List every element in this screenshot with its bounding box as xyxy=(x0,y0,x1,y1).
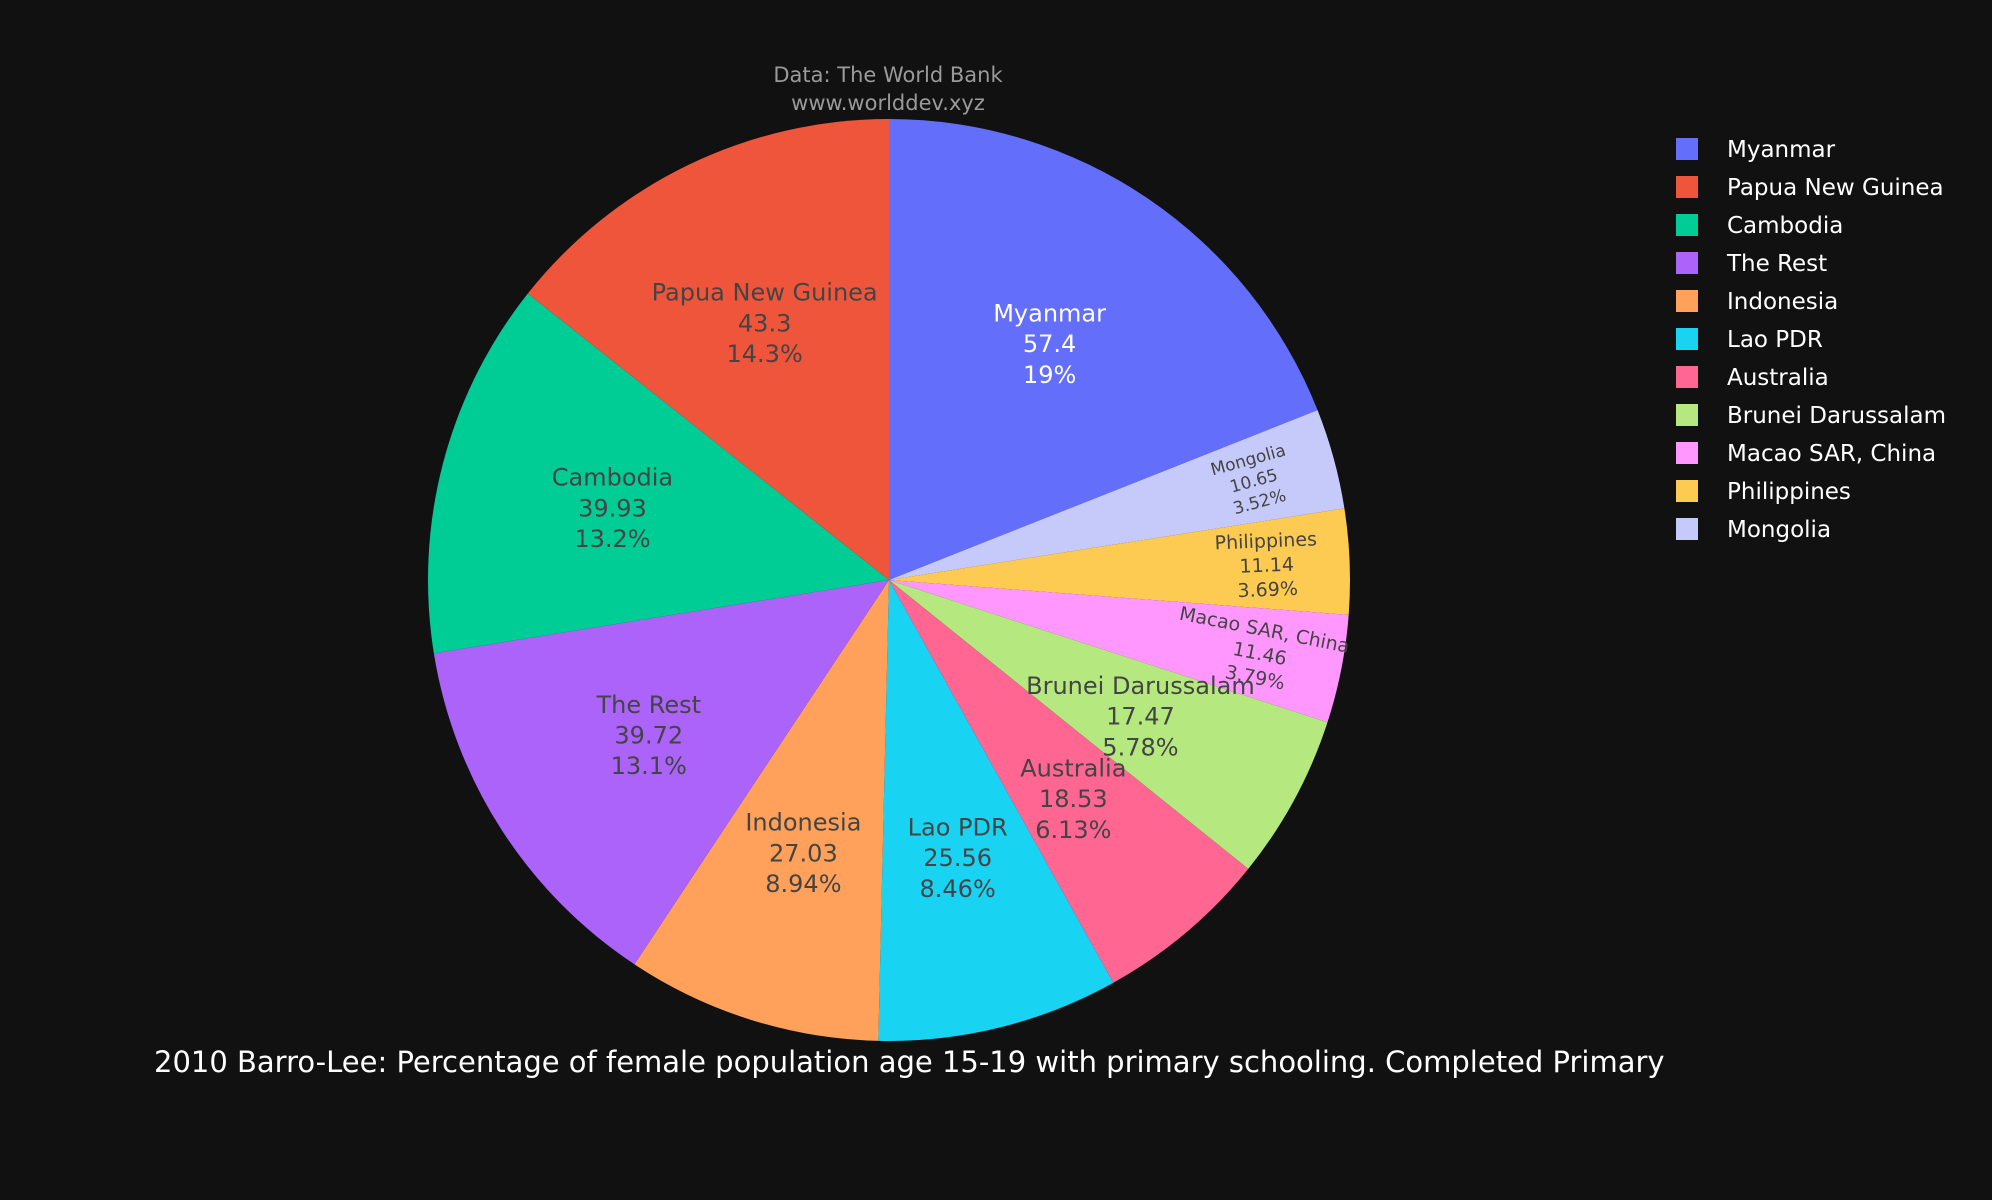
slice-label-papua-new-guinea: Papua New Guinea 43.3 14.3% xyxy=(652,279,878,368)
slice-label-value: 17.47 xyxy=(1106,703,1175,731)
legend-label: Macao SAR, China xyxy=(1727,441,1936,467)
legend-label: Cambodia xyxy=(1727,213,1843,239)
legend-swatch xyxy=(1676,366,1698,388)
slice-label-percent: 5.78% xyxy=(1102,733,1178,761)
pie-slice-australia[interactable] xyxy=(889,580,1249,983)
pie-slice-brunei-darussalam[interactable] xyxy=(889,580,1328,869)
legend-label: Mongolia xyxy=(1727,517,1831,543)
source-line-2: www.worlddev.xyz xyxy=(791,91,985,115)
slice-label-lao-pdr: Lao PDR 25.56 8.46% xyxy=(908,813,1008,902)
legend-label: Australia xyxy=(1727,365,1829,391)
slice-label-australia: Australia 18.53 6.13% xyxy=(1020,754,1126,843)
slice-label-value: 39.93 xyxy=(578,494,647,522)
legend-item-macao-sar-china[interactable]: Macao SAR, China xyxy=(1676,441,1936,467)
slice-label-value: 43.3 xyxy=(738,309,791,337)
legend-item-papua-new-guinea[interactable]: Papua New Guinea xyxy=(1676,175,1944,201)
slice-label-cambodia: Cambodia 39.93 13.2% xyxy=(552,464,673,553)
slice-label-value: 57.4 xyxy=(1023,330,1076,358)
legend-item-australia[interactable]: Australia xyxy=(1676,365,1829,391)
slice-label-value: 27.03 xyxy=(769,839,838,867)
slice-label-label: Cambodia xyxy=(552,464,673,492)
legend-swatch xyxy=(1676,404,1698,426)
legend-label: Indonesia xyxy=(1727,289,1838,315)
slice-label-percent: 14.3% xyxy=(727,340,803,368)
pie-slice-cambodia[interactable] xyxy=(428,293,889,654)
legend-item-indonesia[interactable]: Indonesia xyxy=(1676,289,1838,315)
pie-slice-macao-sar-china[interactable] xyxy=(889,580,1349,723)
slice-label-percent: 6.13% xyxy=(1035,816,1111,844)
slice-label-label: Philippines xyxy=(1214,528,1317,554)
slice-label-percent: 19% xyxy=(1023,361,1076,389)
pie-slice-mongolia[interactable] xyxy=(889,410,1345,580)
pie-slices xyxy=(428,119,1351,1042)
pie-slice-myanmar[interactable] xyxy=(889,119,1318,580)
legend-item-philippines[interactable]: Philippines xyxy=(1676,479,1851,505)
legend-item-brunei-darussalam[interactable]: Brunei Darussalam xyxy=(1676,403,1946,429)
legend-item-the-rest[interactable]: The Rest xyxy=(1676,251,1827,277)
legend-swatch xyxy=(1676,252,1698,274)
slice-label-percent: 13.1% xyxy=(611,752,687,780)
slice-label-value: 25.56 xyxy=(923,844,992,872)
slice-label-percent: 3.69% xyxy=(1237,578,1298,602)
legend-item-myanmar[interactable]: Myanmar xyxy=(1676,137,1836,163)
slice-label-brunei-darussalam: Brunei Darussalam 17.47 5.78% xyxy=(1026,672,1255,761)
legend-label: Myanmar xyxy=(1727,137,1836,163)
pie-slice-philippines[interactable] xyxy=(889,508,1351,615)
legend-swatch xyxy=(1676,442,1698,464)
slice-label-label: Australia xyxy=(1020,754,1126,782)
legend-label: Philippines xyxy=(1727,479,1851,505)
slice-label-label: Brunei Darussalam xyxy=(1026,672,1255,700)
slice-label-value: 39.72 xyxy=(614,722,683,750)
pie-slice-lao-pdr[interactable] xyxy=(878,580,1114,1042)
pie-slice-papua-new-guinea[interactable] xyxy=(527,119,889,580)
legend-swatch xyxy=(1676,214,1698,236)
source-line-1: Data: The World Bank xyxy=(773,63,1003,87)
legend-swatch xyxy=(1676,290,1698,312)
slice-label-indonesia: Indonesia 27.03 8.94% xyxy=(745,809,861,898)
slice-label-percent: 13.2% xyxy=(574,525,650,553)
slice-label-value: 18.53 xyxy=(1039,785,1108,813)
legend-label: Papua New Guinea xyxy=(1727,175,1944,201)
pie-slice-labels: Myanmar 57.4 19%Mongolia10.653.52%Philippi… xyxy=(552,279,1352,903)
legend-swatch xyxy=(1676,480,1698,502)
legend-item-lao-pdr[interactable]: Lao PDR xyxy=(1676,327,1823,353)
slice-label-value: 11.14 xyxy=(1239,554,1294,578)
slice-label-percent: 8.46% xyxy=(920,875,996,903)
legend-label: Brunei Darussalam xyxy=(1727,403,1946,429)
legend-label: The Rest xyxy=(1726,251,1827,277)
legend: Myanmar Papua New Guinea Cambodia The Rest I… xyxy=(1676,137,1946,543)
slice-label-label: The Rest xyxy=(596,691,702,719)
legend-item-cambodia[interactable]: Cambodia xyxy=(1676,213,1843,239)
slice-label-label: Lao PDR xyxy=(908,813,1008,841)
chart-title: 2010 Barro-Lee: Percentage of female pop… xyxy=(154,1045,1665,1079)
pie-slice-the-rest[interactable] xyxy=(433,580,889,965)
source-annotation: Data: The World Bank www.worlddev.xyz xyxy=(773,63,1003,115)
pie-slice-indonesia[interactable] xyxy=(634,580,889,1041)
legend-label: Lao PDR xyxy=(1727,327,1823,353)
slice-label-myanmar: Myanmar 57.4 19% xyxy=(993,300,1106,389)
slice-label-label: Myanmar xyxy=(993,300,1106,328)
slice-label-label: Indonesia xyxy=(745,809,861,837)
slice-label-philippines: Philippines11.143.69% xyxy=(1214,528,1319,603)
slice-label-label: Papua New Guinea xyxy=(652,279,878,307)
legend-item-mongolia[interactable]: Mongolia xyxy=(1676,517,1831,543)
legend-swatch xyxy=(1676,518,1698,540)
legend-swatch xyxy=(1676,138,1698,160)
slice-label-the-rest: The Rest 39.72 13.1% xyxy=(596,691,702,780)
legend-swatch xyxy=(1676,328,1698,350)
legend-swatch xyxy=(1676,176,1698,198)
slice-label-percent: 8.94% xyxy=(765,870,841,898)
